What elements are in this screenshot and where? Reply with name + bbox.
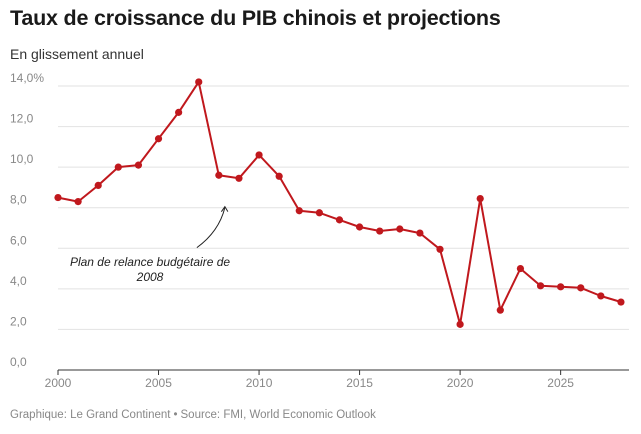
data-point bbox=[355, 223, 364, 231]
data-point bbox=[235, 174, 243, 182]
x-tick-label: 2020 bbox=[447, 376, 474, 390]
x-tick-label: 2025 bbox=[547, 376, 574, 390]
data-point bbox=[315, 209, 323, 217]
data-point bbox=[114, 163, 122, 171]
footer-separator: • bbox=[173, 409, 178, 421]
x-tick-label: 2000 bbox=[45, 376, 72, 390]
data-point bbox=[557, 283, 565, 291]
data-point bbox=[154, 135, 163, 143]
footer-credit: Graphique: Le Grand Continent bbox=[10, 409, 171, 421]
y-tick-label: 6,0 bbox=[10, 233, 27, 247]
data-point bbox=[496, 306, 504, 314]
data-point bbox=[74, 198, 82, 206]
data-point bbox=[134, 161, 143, 169]
x-tick-label: 2010 bbox=[246, 376, 273, 390]
annotation-text: Plan de relance budgétaire de bbox=[70, 255, 230, 269]
series-gdp-growth bbox=[54, 78, 625, 328]
data-point bbox=[295, 207, 303, 215]
y-tick-label: 8,0 bbox=[10, 193, 27, 207]
data-point bbox=[195, 78, 203, 86]
data-point bbox=[456, 320, 464, 328]
y-tick-label: 10,0 bbox=[10, 152, 34, 166]
chart-title: Taux de croissance du PIB chinois et pro… bbox=[10, 6, 501, 30]
y-tick-label: 0,0 bbox=[10, 355, 27, 369]
data-point bbox=[376, 227, 384, 235]
data-point bbox=[617, 298, 625, 306]
y-axis-labels: 0,0 2,0 4,0 6,0 8,0 10,0 12,0 14,0% bbox=[10, 71, 44, 369]
y-tick-label: 4,0 bbox=[10, 274, 27, 288]
data-point bbox=[215, 171, 223, 179]
data-point bbox=[436, 245, 444, 253]
y-tick-label: 12,0 bbox=[10, 112, 34, 126]
footer: Graphique: Le Grand Continent • Source: FM… bbox=[10, 409, 376, 421]
data-point bbox=[577, 284, 585, 292]
x-axis: 2000 2005 2010 2015 2020 2025 bbox=[45, 369, 629, 390]
data-point bbox=[536, 282, 545, 290]
data-point bbox=[416, 229, 424, 237]
series-line bbox=[57, 80, 622, 326]
y-tick-label: 2,0 bbox=[10, 314, 27, 328]
footer-source: Source: FMI, World Economic Outlook bbox=[180, 409, 376, 421]
data-point bbox=[516, 264, 525, 273]
data-point bbox=[335, 216, 344, 224]
data-point bbox=[175, 108, 183, 116]
annotation-text: 2008 bbox=[136, 270, 164, 284]
data-point bbox=[476, 194, 484, 203]
data-point bbox=[396, 225, 404, 233]
annotation-arrow bbox=[196, 207, 226, 249]
gridlines bbox=[58, 85, 629, 330]
annotation-arrowhead bbox=[220, 205, 229, 212]
x-tick-label: 2015 bbox=[346, 376, 373, 390]
data-point bbox=[255, 151, 263, 159]
data-point bbox=[94, 181, 102, 189]
chart-subtitle: En glissement annuel bbox=[10, 46, 144, 62]
x-tick-label: 2005 bbox=[145, 376, 172, 390]
data-point bbox=[275, 172, 283, 180]
data-point bbox=[54, 193, 62, 202]
y-tick-label: 14,0% bbox=[10, 71, 44, 85]
data-point bbox=[597, 292, 605, 300]
